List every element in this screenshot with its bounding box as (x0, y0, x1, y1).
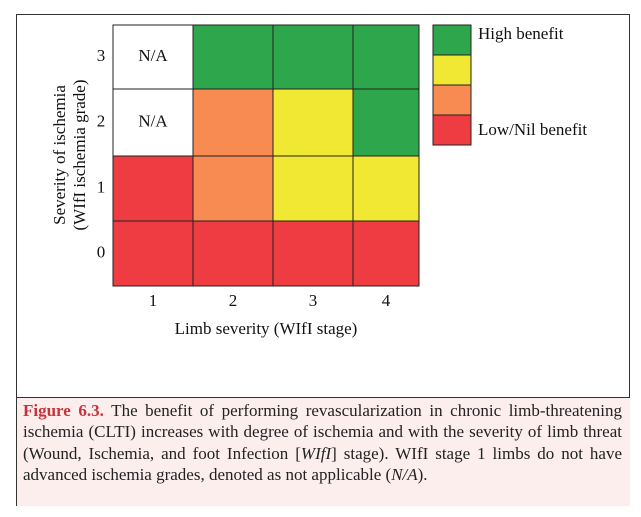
caption: Figure 6.3. The benefit of performing re… (16, 398, 630, 506)
heatmap-cell (192, 220, 274, 287)
legend-label: Low/Nil benefit (478, 120, 587, 139)
heatmap-cell (352, 88, 420, 157)
row-label: 0 (97, 242, 106, 261)
heatmap-cell (112, 88, 194, 157)
figure: N/A N/A 3 2 1 0 1 2 3 4 Limb severity (WIfI stage)… (16, 14, 630, 398)
caption-label: Figure 6.3. (23, 401, 104, 420)
figure-graphic: N/A N/A 3 2 1 0 1 2 3 4 Limb severity (WIfI stage)… (50, 24, 587, 338)
heatmap-cell (112, 155, 194, 222)
caption-text: ). (417, 465, 428, 485)
column-label: 1 (149, 291, 158, 310)
caption-text: N/A (391, 465, 418, 485)
legend-swatch (432, 114, 472, 146)
legend-swatch (432, 54, 472, 86)
row-label: 1 (97, 177, 106, 196)
heatmap-cell (272, 24, 354, 90)
heatmap-cell (192, 24, 274, 90)
heatmap-cell (112, 24, 194, 90)
heatmap-cell (272, 88, 354, 157)
heatmap-cell (192, 155, 274, 222)
legend-swatch (432, 24, 472, 56)
caption-text: WIfI (300, 443, 332, 463)
cell-label: N/A (138, 46, 168, 65)
column-label: 2 (229, 291, 238, 310)
row-label: 3 (97, 46, 106, 65)
y-axis-title: (WIfI ischemia grade) (70, 79, 89, 230)
heatmap-cell (352, 24, 420, 90)
heatmap-cell (352, 155, 420, 222)
caption-text: ] stage). WIfI stage 1 limbs do not have… (23, 443, 622, 485)
heatmap-cell (272, 220, 354, 287)
legend-swatch (432, 84, 472, 116)
heatmap-cell (192, 88, 274, 157)
row-label: 2 (97, 111, 106, 130)
heatmap-cell (112, 220, 194, 287)
heatmap-cell (272, 155, 354, 222)
column-label: 4 (382, 291, 391, 310)
legend-label: High benefit (478, 24, 564, 43)
y-axis-title: Severity of ischemia (50, 85, 69, 225)
heatmap-cell (352, 220, 420, 287)
caption-text: The benefit of performing revascularizat… (23, 401, 622, 463)
column-label: 3 (309, 291, 318, 310)
x-axis-title: Limb severity (WIfI stage) (175, 319, 358, 338)
cell-label: N/A (138, 111, 168, 130)
